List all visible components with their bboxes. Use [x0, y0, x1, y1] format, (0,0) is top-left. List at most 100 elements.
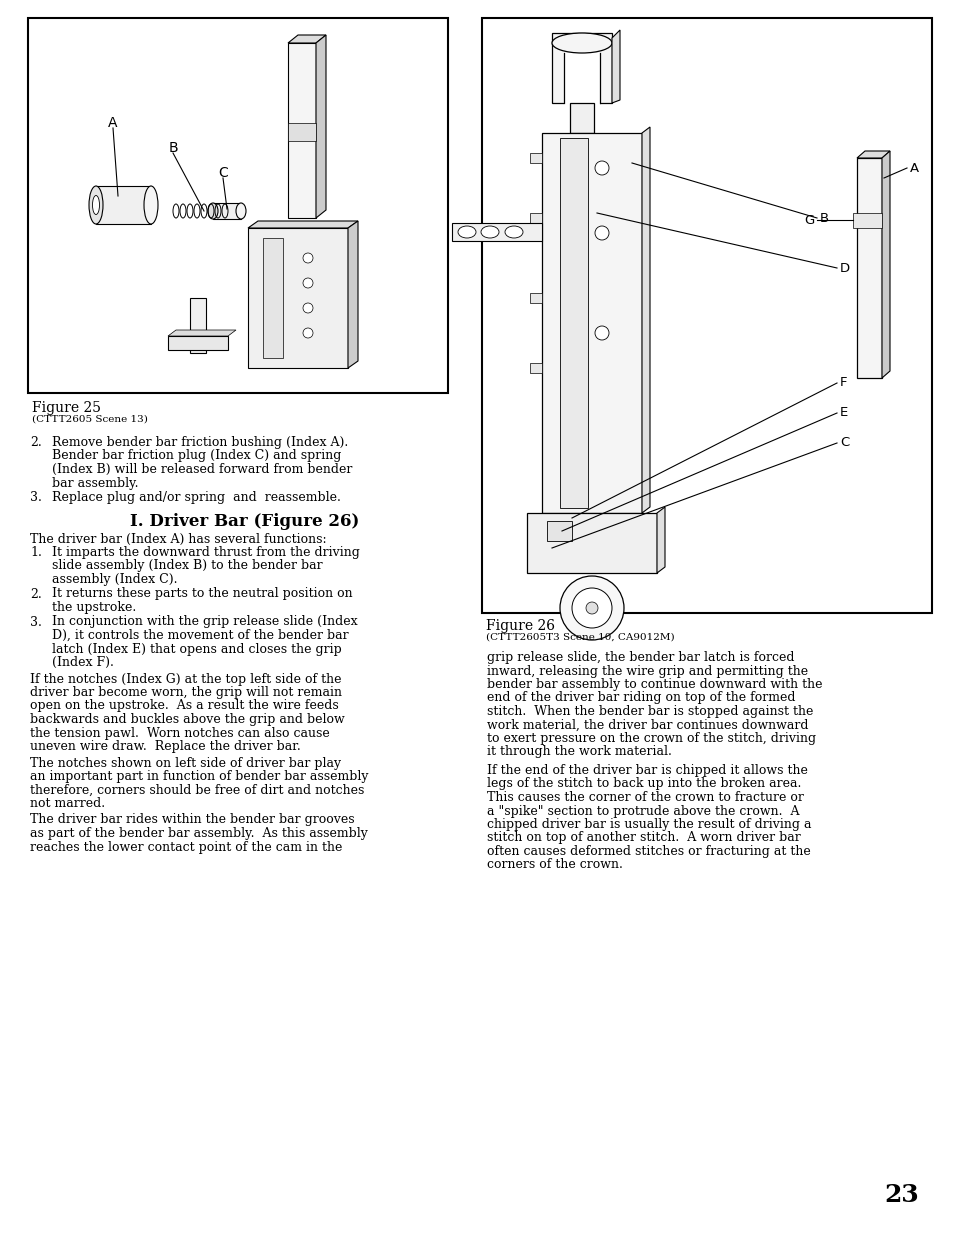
Bar	[481, 19, 931, 613]
Bar	[168, 336, 228, 350]
Text: This causes the corner of the crown to fracture or: This causes the corner of the crown to f…	[486, 790, 803, 804]
Bar	[563, 53, 599, 112]
Polygon shape	[882, 151, 889, 378]
Bar	[248, 228, 348, 368]
Text: Figure 26: Figure 26	[485, 619, 555, 634]
Text: I. Driver Bar (Figure 26): I. Driver Bar (Figure 26)	[131, 513, 359, 530]
Text: D: D	[840, 262, 849, 274]
Text: (CTTT2605T3 Scene 10, CA9012M): (CTTT2605T3 Scene 10, CA9012M)	[485, 632, 674, 641]
Text: not marred.: not marred.	[30, 797, 105, 810]
Circle shape	[572, 588, 612, 629]
Text: as part of the bender bar assembly.  As this assembly: as part of the bender bar assembly. As t…	[30, 827, 368, 840]
Ellipse shape	[480, 226, 498, 238]
Text: a "spike" section to protrude above the crown.  A: a "spike" section to protrude above the …	[486, 804, 799, 818]
Ellipse shape	[208, 203, 218, 219]
Text: B: B	[168, 141, 177, 156]
Text: G: G	[804, 214, 814, 226]
Text: C: C	[218, 165, 228, 180]
Text: chipped driver bar is usually the result of driving a: chipped driver bar is usually the result…	[486, 818, 811, 831]
Ellipse shape	[552, 33, 612, 53]
Text: reaches the lower contact point of the cam in the: reaches the lower contact point of the c…	[30, 841, 342, 853]
Text: stitch on top of another stitch.  A worn driver bar: stitch on top of another stitch. A worn …	[486, 831, 800, 845]
Bar	[190, 298, 206, 353]
Text: Remove bender bar friction bushing (Index A).: Remove bender bar friction bushing (Inde…	[52, 436, 348, 450]
Text: (Index B) will be released forward from bender: (Index B) will be released forward from …	[52, 463, 352, 475]
Text: an important part in function of bender bar assembly: an important part in function of bender …	[30, 769, 368, 783]
Text: A: A	[909, 162, 918, 174]
Text: slide assembly (Index B) to the bender bar: slide assembly (Index B) to the bender b…	[52, 559, 322, 573]
Text: legs of the stitch to back up into the broken area.: legs of the stitch to back up into the b…	[486, 778, 801, 790]
Text: A: A	[108, 116, 117, 130]
Bar	[530, 293, 541, 303]
Text: bender bar assembly to continue downward with the: bender bar assembly to continue downward…	[486, 678, 821, 692]
Bar	[541, 133, 641, 513]
Ellipse shape	[504, 226, 522, 238]
Bar	[28, 19, 448, 393]
Bar	[288, 124, 315, 141]
Text: bar assembly.: bar assembly.	[52, 477, 138, 489]
Text: If the end of the driver bar is chipped it allows the: If the end of the driver bar is chipped …	[486, 764, 807, 777]
Circle shape	[303, 253, 313, 263]
Text: 1.: 1.	[30, 546, 42, 559]
Polygon shape	[612, 30, 619, 103]
Bar	[263, 238, 283, 358]
Text: therefore, corners should be free of dirt and notches: therefore, corners should be free of dir…	[30, 783, 364, 797]
Polygon shape	[856, 151, 889, 158]
Text: 3.: 3.	[30, 492, 42, 504]
Bar	[452, 224, 541, 241]
Text: Bender bar friction plug (Index C) and spring: Bender bar friction plug (Index C) and s…	[52, 450, 341, 462]
Text: uneven wire draw.  Replace the driver bar.: uneven wire draw. Replace the driver bar…	[30, 740, 300, 753]
Circle shape	[303, 329, 313, 338]
Bar	[530, 212, 541, 224]
Circle shape	[559, 576, 623, 640]
Text: assembly (Index C).: assembly (Index C).	[52, 573, 177, 585]
Text: the upstroke.: the upstroke.	[52, 601, 136, 614]
Text: 2.: 2.	[30, 588, 42, 600]
Circle shape	[585, 601, 598, 614]
Circle shape	[303, 278, 313, 288]
Text: work material, the driver bar continues downward: work material, the driver bar continues …	[486, 719, 807, 731]
Ellipse shape	[235, 203, 246, 219]
Bar	[96, 186, 151, 224]
Text: The notches shown on left side of driver bar play: The notches shown on left side of driver…	[30, 757, 341, 769]
Text: corners of the crown.: corners of the crown.	[486, 858, 622, 872]
Text: F: F	[840, 377, 846, 389]
Text: Figure 25: Figure 25	[32, 401, 101, 415]
Bar	[856, 158, 882, 378]
Text: often causes deformed stitches or fracturing at the: often causes deformed stitches or fractu…	[486, 845, 810, 858]
Text: It returns these parts to the neutral position on: It returns these parts to the neutral po…	[52, 588, 353, 600]
Bar	[283, 233, 317, 261]
Text: the tension pawl.  Worn notches can also cause: the tension pawl. Worn notches can also …	[30, 726, 330, 740]
Text: end of the driver bar riding on top of the formed: end of the driver bar riding on top of t…	[486, 692, 795, 704]
Polygon shape	[248, 221, 357, 228]
Ellipse shape	[89, 186, 103, 224]
Polygon shape	[317, 227, 326, 261]
Polygon shape	[315, 35, 326, 219]
Bar	[552, 33, 612, 103]
Text: grip release slide, the bender bar latch is forced: grip release slide, the bender bar latch…	[486, 651, 794, 664]
Text: It imparts the downward thrust from the driving: It imparts the downward thrust from the …	[52, 546, 359, 559]
Polygon shape	[641, 127, 649, 513]
Circle shape	[595, 326, 608, 340]
Text: The driver bar rides within the bender bar grooves: The driver bar rides within the bender b…	[30, 814, 355, 826]
Bar	[546, 521, 572, 541]
Text: D), it controls the movement of the bender bar: D), it controls the movement of the bend…	[52, 629, 348, 642]
Text: backwards and buckles above the grip and below: backwards and buckles above the grip and…	[30, 713, 344, 726]
Text: 23: 23	[883, 1183, 918, 1207]
Polygon shape	[657, 508, 664, 573]
Text: to exert pressure on the crown of the stitch, driving: to exert pressure on the crown of the st…	[486, 732, 815, 745]
Text: stitch.  When the bender bar is stopped against the: stitch. When the bender bar is stopped a…	[486, 705, 813, 718]
Circle shape	[595, 161, 608, 175]
Bar	[569, 103, 594, 133]
Text: E: E	[840, 406, 847, 420]
Text: In conjunction with the grip release slide (Index: In conjunction with the grip release sli…	[52, 615, 357, 629]
Text: B: B	[820, 211, 828, 225]
Circle shape	[303, 303, 313, 312]
Text: The driver bar (Index A) has several functions:: The driver bar (Index A) has several fun…	[30, 532, 326, 546]
Text: driver bar become worn, the grip will not remain: driver bar become worn, the grip will no…	[30, 685, 341, 699]
Polygon shape	[283, 227, 326, 233]
Ellipse shape	[144, 186, 158, 224]
Bar	[852, 212, 882, 228]
Ellipse shape	[92, 195, 99, 215]
Text: C: C	[840, 436, 848, 450]
